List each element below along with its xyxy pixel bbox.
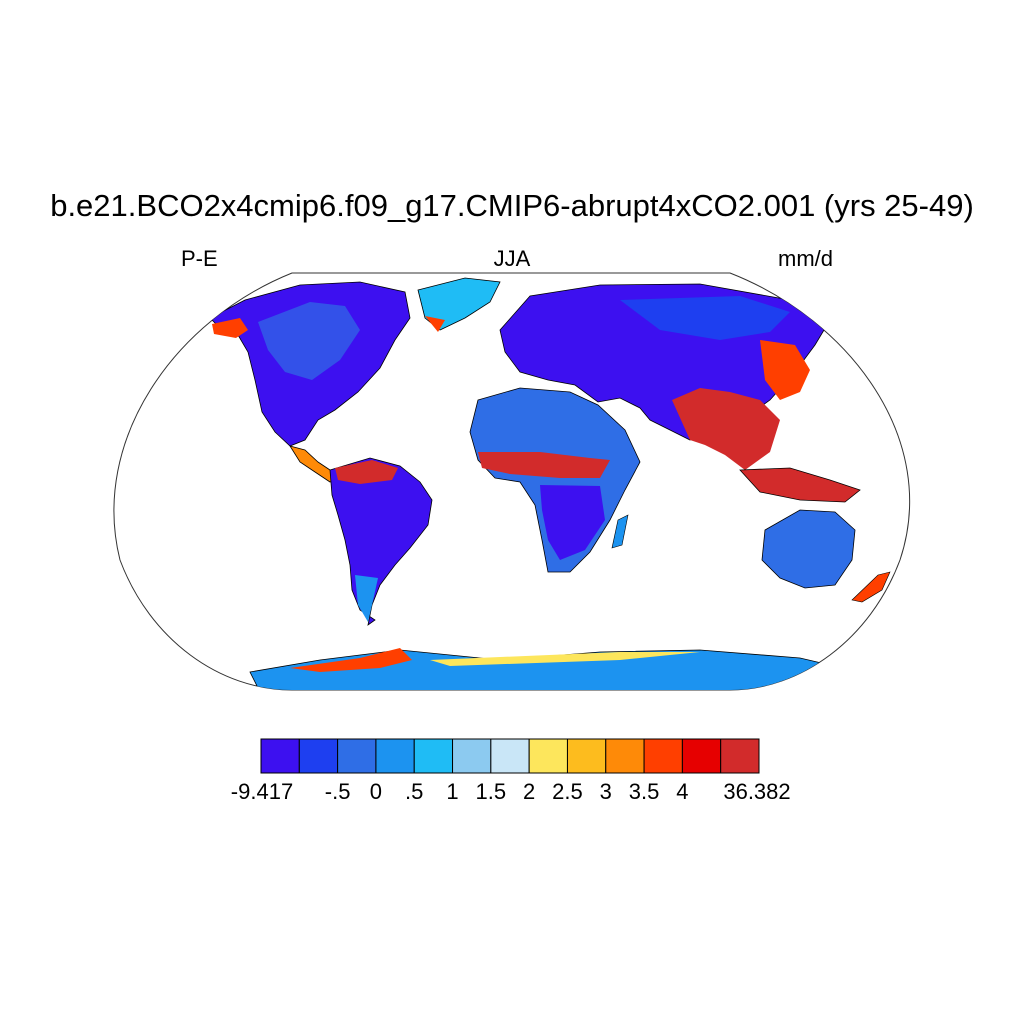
colorbar-tick-label: 2 [523,779,536,804]
colorbar-tick-label: 3 [599,779,612,804]
colorbar-cell [490,738,530,774]
colorbar-cell [720,738,760,774]
colorbar-cell [643,738,683,774]
north-america-interior [258,302,360,380]
colorbar-tick-label: -9.417 [230,779,294,804]
colorbar-cell [260,738,300,774]
colorbar-tick-label: 1.5 [475,779,507,804]
colorbar-cell [337,738,377,774]
antarctic-coast-yellow [430,652,700,666]
figure-title: b.e21.BCO2x4cmip6.f09_g17.CMIP6-abrupt4x… [50,188,974,223]
colorbar-cell [298,738,339,774]
colorbar-cell [681,738,722,774]
new-zealand [851,571,891,603]
colorbar-tick-label: 2.5 [552,779,583,804]
colorbar-tick-label: 3.5 [628,779,660,804]
south-asia-monsoon [672,388,780,470]
east-asia-wet [760,340,810,400]
australia [761,509,856,589]
greenland [417,277,501,331]
south-america-north-wet [335,460,398,484]
variable-label: P-E [181,246,218,271]
colorbar [260,738,760,774]
colorbar-cell [605,738,645,774]
south-america-south [355,575,378,622]
colorbar-tick-label: 36.382 [723,779,791,804]
alaska-coast-wet [212,318,248,338]
greenland-south-wet [425,316,445,332]
colorbar-tick-label: 0 [369,779,383,804]
colorbar-cell [566,738,607,774]
colorbar-cell [413,738,454,774]
colorbar-tick-label: -.5 [324,779,351,804]
units-label: mm/d [778,246,833,271]
antarctic-coast-wet [290,648,412,672]
central-africa-dry [540,485,605,560]
colorbar-tick-label: 1 [446,779,459,804]
colorbar-tick-label: .5 [405,779,424,804]
madagascar [611,514,629,549]
maritime-continent [739,467,861,503]
colorbar-tick-label: 4 [676,779,689,804]
siberia-moist [620,296,790,340]
season-label: JJA [493,246,531,271]
colorbar-cell [528,738,568,774]
sahel-wet-band [478,452,610,478]
colorbar-cell [452,738,492,774]
colorbar-cell [375,738,415,774]
